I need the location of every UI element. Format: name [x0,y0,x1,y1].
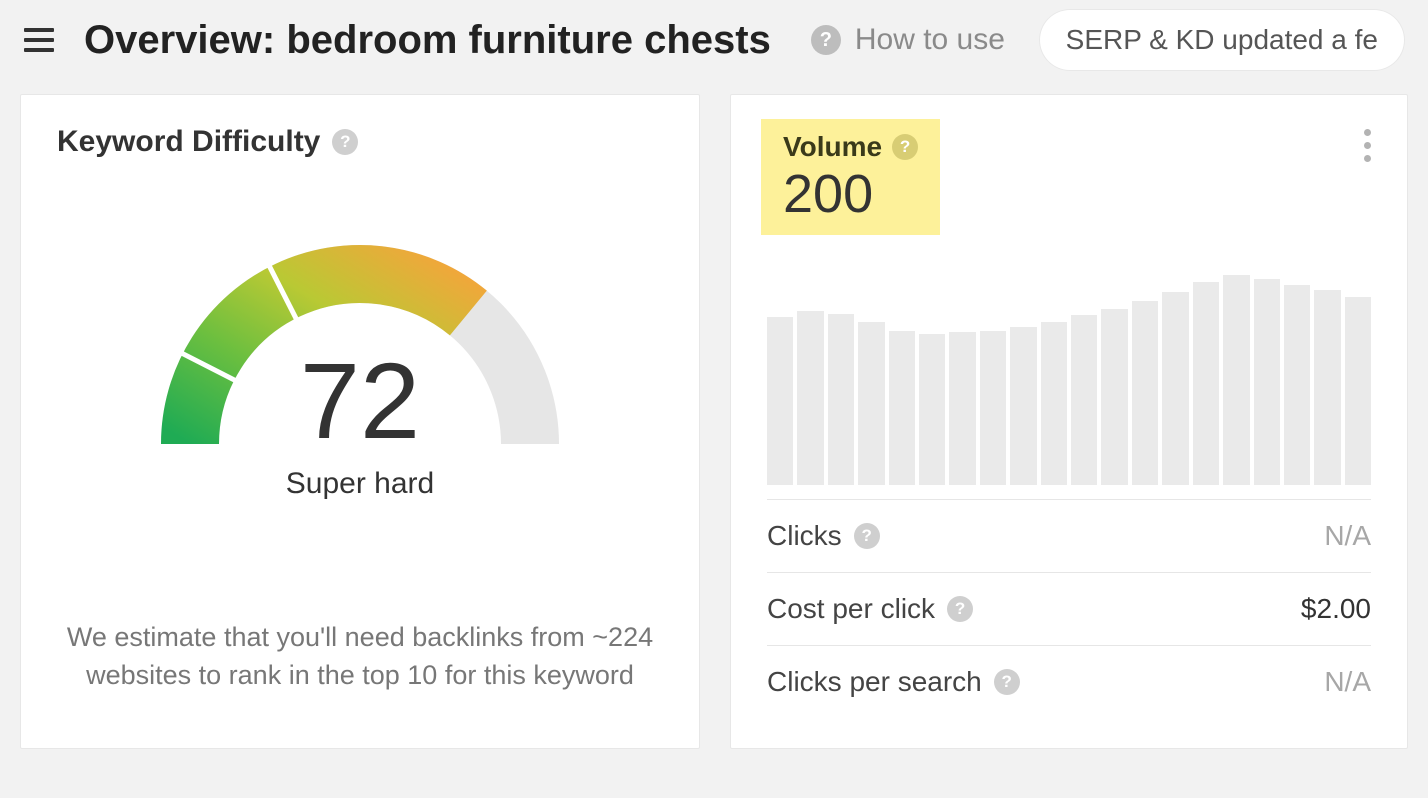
metric-row: Clicks? N/A [767,499,1371,572]
sparkline-bar [1132,301,1158,485]
volume-sparkline [767,275,1371,485]
metric-label: Clicks per search [767,666,982,698]
metric-value: N/A [1324,520,1371,552]
sparkline-bar [1193,282,1219,485]
volume-card: Volume ? 200 Clicks? N/A Cost per click? $2… [730,94,1408,749]
metric-row: Cost per click? $2.00 [767,572,1371,645]
info-icon[interactable]: ? [854,523,880,549]
metric-label: Cost per click [767,593,935,625]
help-icon[interactable]: ? [811,25,841,55]
kd-score: 72 [145,347,575,455]
volume-highlight: Volume ? 200 [761,119,940,235]
menu-button[interactable] [24,24,54,56]
sparkline-bar [1223,275,1249,485]
sparkline-bar [797,311,823,485]
info-icon[interactable]: ? [332,129,358,155]
kd-gauge: 72 Super hard [145,199,575,569]
sparkline-bar [1314,290,1340,485]
info-icon[interactable]: ? [892,134,918,160]
volume-title: Volume [783,131,882,163]
info-icon[interactable]: ? [994,669,1020,695]
sparkline-bar [919,334,945,485]
metric-row: Clicks per search? N/A [767,645,1371,718]
kd-note: We estimate that you'll need backlinks f… [57,619,663,695]
kd-title: Keyword Difficulty [57,125,320,159]
metric-label: Clicks [767,520,842,552]
sparkline-bar [858,322,884,485]
how-to-use-link[interactable]: How to use [855,23,1005,57]
page-title: Overview: bedroom furniture chests [84,18,771,63]
sparkline-bar [1284,285,1310,485]
sparkline-bar [767,317,793,485]
sparkline-bar [949,332,975,485]
kd-label: Super hard [145,467,575,501]
sparkline-bar [828,314,854,485]
metric-value: $2.00 [1301,593,1371,625]
metric-value: N/A [1324,666,1371,698]
sparkline-bar [1010,327,1036,485]
sparkline-bar [1041,322,1067,485]
more-menu-button[interactable] [1358,123,1377,168]
volume-value: 200 [783,167,918,221]
sparkline-bar [980,331,1006,485]
sparkline-bar [889,331,915,485]
keyword-difficulty-card: Keyword Difficulty ? 72 Super hard We es… [20,94,700,749]
sparkline-bar [1101,309,1127,485]
serp-update-pill[interactable]: SERP & KD updated a fe [1040,10,1404,70]
sparkline-bar [1162,292,1188,485]
sparkline-bar [1254,279,1280,485]
sparkline-bar [1345,297,1371,485]
info-icon[interactable]: ? [947,596,973,622]
sparkline-bar [1071,315,1097,485]
